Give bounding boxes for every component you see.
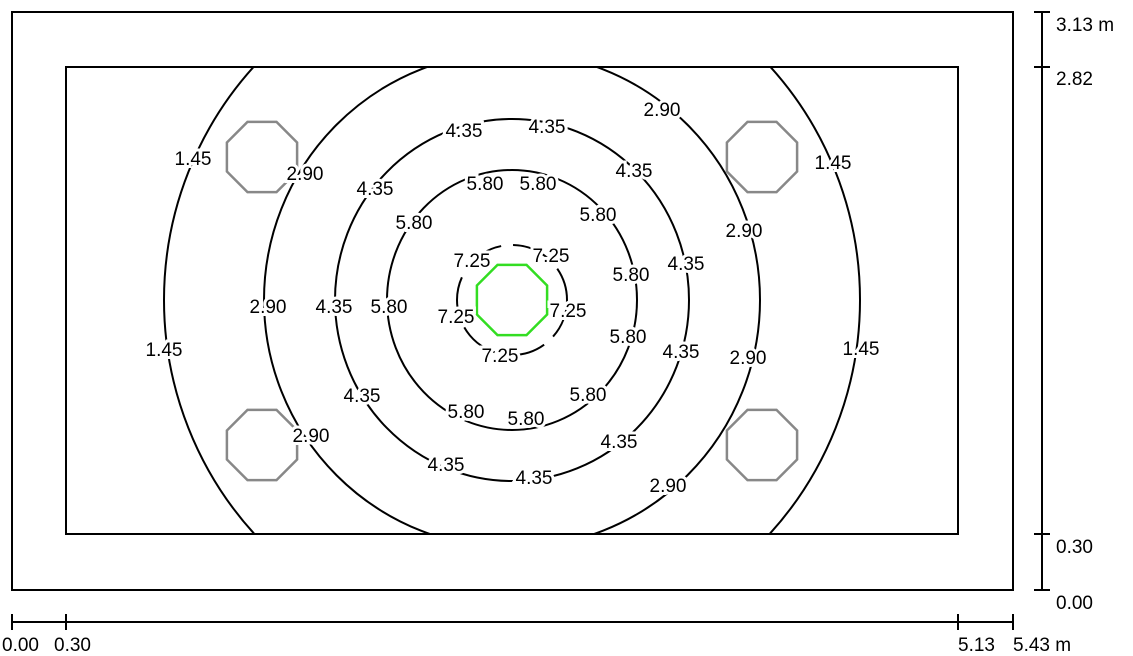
contour-label: 1.45 <box>175 149 212 170</box>
x-label: 0.30 <box>54 635 91 656</box>
contour-label: 5.80 <box>396 213 433 234</box>
contour-label: 7.25 <box>482 346 519 367</box>
contour-label: 4.35 <box>529 117 566 138</box>
contour <box>263 67 761 534</box>
contour-label: 5.80 <box>580 205 617 226</box>
contour-label: 5.80 <box>448 402 485 423</box>
contour <box>386 169 638 431</box>
contour-label: 2.90 <box>644 100 681 121</box>
contour-label: 4.35 <box>446 121 483 142</box>
contour-label: 2.90 <box>293 426 330 447</box>
luminaire <box>725 120 799 194</box>
contour-label: 5.80 <box>467 174 504 195</box>
y-label: 3.13 m <box>1056 15 1114 36</box>
contour-label: 5.80 <box>520 174 557 195</box>
calculation-point <box>475 263 549 337</box>
contour-label: 4.35 <box>516 468 553 489</box>
contour-label: 5.80 <box>613 265 650 286</box>
y-label: 0.00 <box>1056 593 1093 614</box>
x-label: 5.43 m <box>1013 635 1071 656</box>
luminaire <box>725 408 799 482</box>
x-label: 0.00 <box>2 635 39 656</box>
x-label: 5.13 <box>958 635 995 656</box>
contour-label: 1.45 <box>843 339 880 360</box>
contours <box>163 67 861 534</box>
luminaire <box>225 408 299 482</box>
work-plane <box>65 66 959 535</box>
contour-labels: 1.45 1.45 1.45 1.45 2.90 2.90 2.90 2.90 2.90 2.90… <box>143 97 883 500</box>
contour <box>456 244 568 356</box>
contour-label: 1.45 <box>146 340 183 361</box>
contour-label: 5.80 <box>610 327 647 348</box>
contour-label: 2.90 <box>250 297 287 318</box>
contour-label: 4.35 <box>316 297 353 318</box>
contour-label: 7.25 <box>438 307 475 328</box>
outer-boundary <box>11 11 1014 591</box>
contour-label: 4.35 <box>357 179 394 200</box>
contour-label: 7.25 <box>454 251 491 272</box>
contour-label: 7.25 <box>533 246 570 267</box>
contour-label: 4.35 <box>616 161 653 182</box>
contour-label: 5.80 <box>570 385 607 406</box>
luminaires <box>225 120 799 482</box>
contour-label: 2.90 <box>730 348 767 369</box>
contour-label: 5.80 <box>371 297 408 318</box>
contour-label: 7.25 <box>550 301 587 322</box>
contour-label: 4.35 <box>668 254 705 275</box>
contour <box>334 118 690 482</box>
contour-label: 1.45 <box>815 153 852 174</box>
contour <box>163 67 861 534</box>
contour-label: 2.90 <box>287 164 324 185</box>
luminaire <box>225 120 299 194</box>
contour-label: 4.35 <box>344 386 381 407</box>
contour-label: 4.35 <box>428 455 465 476</box>
contour-label: 4.35 <box>601 432 638 453</box>
y-label: 2.82 <box>1056 69 1093 90</box>
contour-label: 2.90 <box>726 221 763 242</box>
y-label: 0.30 <box>1056 537 1093 558</box>
contour-label: 4.35 <box>663 342 700 363</box>
x-dimension <box>11 11 1050 630</box>
contour-label: 5.80 <box>508 409 545 430</box>
contour-label: 2.90 <box>650 476 687 497</box>
